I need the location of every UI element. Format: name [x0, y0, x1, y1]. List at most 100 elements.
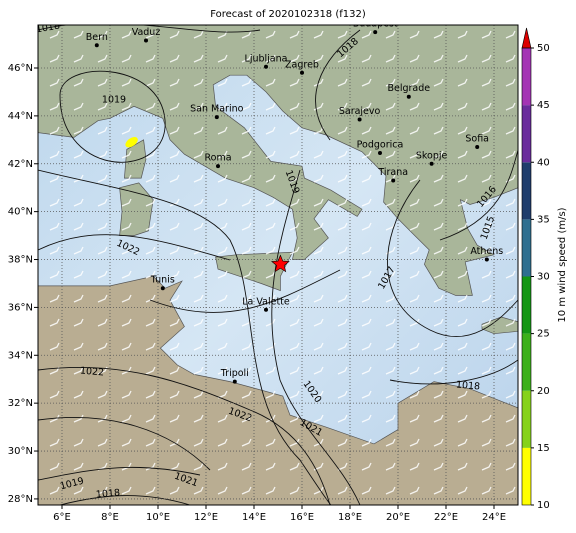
- wind-barb: [73, 414, 84, 423]
- wind-barb: [481, 486, 492, 495]
- wind-barb: [289, 318, 300, 327]
- isobar-label: 1022: [79, 365, 104, 378]
- wind-barb: [457, 150, 468, 159]
- wind-barb: [97, 414, 108, 423]
- wind-barb: [241, 414, 252, 423]
- wind-barb: [265, 78, 276, 87]
- wind-barb: [385, 318, 396, 327]
- colorbar-segment: [522, 162, 531, 220]
- wind-barb: [481, 102, 492, 111]
- wind-barb: [505, 486, 516, 495]
- wind-barb: [433, 414, 444, 423]
- wind-barb: [241, 198, 252, 207]
- wind-barb: [193, 54, 204, 63]
- wind-barb: [433, 390, 444, 399]
- wind-barb: [145, 126, 156, 135]
- wind-barb: [49, 414, 60, 423]
- lon-tick-label: 8°E: [101, 512, 119, 523]
- wind-barb: [433, 462, 444, 471]
- wind-barb: [409, 486, 420, 495]
- isobar: [38, 366, 331, 505]
- wind-barb: [121, 126, 132, 135]
- wind-barb: [409, 294, 420, 303]
- wind-barb: [505, 342, 516, 351]
- wind-barb: [457, 438, 468, 447]
- wind-barb: [289, 486, 300, 495]
- title: Forecast of 2020102318 (f132): [210, 9, 366, 20]
- city-marker: [264, 307, 268, 312]
- wind-barb: [505, 414, 516, 423]
- wind-barb: [409, 54, 420, 63]
- city-marker: [406, 94, 411, 99]
- wind-barb: [481, 366, 492, 375]
- wind-barb: [361, 342, 372, 351]
- colorbar-segment: [522, 48, 531, 106]
- wind-barb: [361, 126, 372, 135]
- wind-barb: [97, 174, 108, 183]
- wind-barb: [145, 30, 156, 39]
- wind-barb: [337, 486, 348, 495]
- wind-barb: [433, 366, 444, 375]
- wind-barb: [409, 246, 420, 255]
- wind-barb: [73, 102, 84, 111]
- wind-barb: [49, 294, 60, 303]
- wind-barb: [169, 150, 180, 159]
- wind-barb: [289, 462, 300, 471]
- wind-barb: [337, 30, 348, 39]
- wind-barb: [481, 30, 492, 39]
- wind-barb: [169, 342, 180, 351]
- wind-barb: [433, 54, 444, 63]
- wind-barb: [217, 318, 228, 327]
- lat-tick-label: 32°N: [8, 398, 33, 409]
- wind-barb: [121, 150, 132, 159]
- wind-barb: [97, 126, 108, 135]
- wind-barb: [385, 486, 396, 495]
- wind-barb: [337, 246, 348, 255]
- wind-barb: [265, 318, 276, 327]
- wind-barb: [385, 30, 396, 39]
- colorbar-segment: [522, 390, 531, 448]
- wind-barb: [313, 414, 324, 423]
- wind-barb: [49, 438, 60, 447]
- colorbar-tick-label: 10: [537, 500, 550, 511]
- wind-barb: [241, 54, 252, 63]
- wind-barb: [121, 270, 132, 279]
- wind-barb: [193, 438, 204, 447]
- wind-barb: [337, 150, 348, 159]
- lon-tick-label: 18°E: [338, 512, 362, 523]
- wind-barb: [169, 198, 180, 207]
- wind-barb: [169, 486, 180, 495]
- city-label: Skopje: [416, 150, 448, 161]
- wind-barb: [265, 246, 276, 255]
- city-label: Belgrade: [387, 83, 430, 94]
- wind-barb: [433, 150, 444, 159]
- wind-barb: [337, 78, 348, 87]
- wind-barb: [265, 366, 276, 375]
- wind-barb: [385, 294, 396, 303]
- colorbar-segment: [522, 333, 531, 391]
- lat-tick-label: 38°N: [8, 255, 33, 266]
- wind-barb: [97, 294, 108, 303]
- wind-barb: [313, 270, 324, 279]
- wind-barb: [481, 174, 492, 183]
- wind-barb: [385, 150, 396, 159]
- wind-barb: [457, 54, 468, 63]
- wind-barb: [73, 78, 84, 87]
- wind-barb: [97, 342, 108, 351]
- wind-barb: [313, 462, 324, 471]
- wind-barb: [73, 318, 84, 327]
- wind-barb: [121, 198, 132, 207]
- wind-barb: [145, 102, 156, 111]
- map: 1018101910181019102210171016101510221020…: [38, 25, 518, 505]
- wind-barb: [217, 342, 228, 351]
- wind-barb: [505, 102, 516, 111]
- wind-barb: [217, 54, 228, 63]
- wind-barb: [121, 294, 132, 303]
- wind-barb: [457, 174, 468, 183]
- wind-barb: [457, 198, 468, 207]
- wind-barb: [97, 102, 108, 111]
- city-marker: [216, 164, 220, 169]
- wind-barb: [313, 174, 324, 183]
- wind-barb: [73, 126, 84, 135]
